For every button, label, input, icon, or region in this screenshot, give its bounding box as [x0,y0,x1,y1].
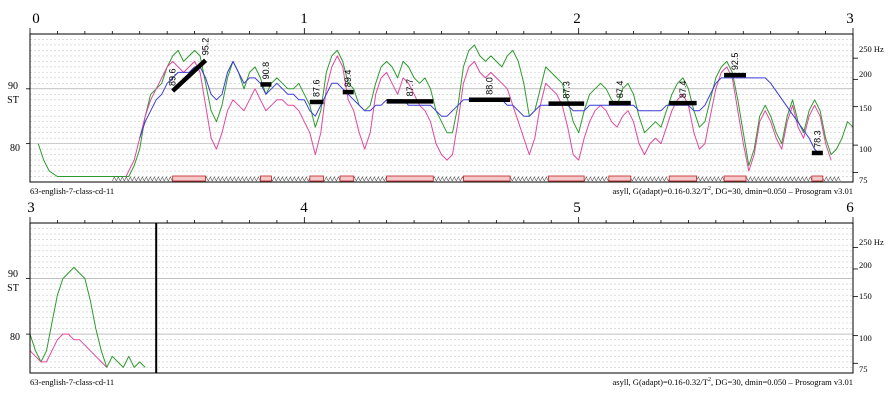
st-tick-label: 80 [10,143,20,154]
grid-lines-2 [26,217,858,374]
tonal-segment [171,58,208,93]
plot-frame-2 [29,222,854,374]
tonal-pitch-label: 87.3 [561,81,571,99]
time-tick-label: 1 [300,11,308,27]
st-unit-label: ST [7,95,19,106]
time-tick-label: 0 [32,11,40,27]
hz-tick-label: 100 [859,144,872,154]
hz-axis-2: 250 Hz 200 150 100 75 [859,237,884,374]
st-tick-label: 80 [10,332,20,343]
tonal-pitch-label: 87.4 [615,81,625,99]
nucleus-interval [548,175,585,182]
footer-settings-label: asyll, G(adapt)=0.16-0.32/T2, DG=30, dmi… [613,377,854,387]
magenta-pitch-curve [29,333,108,368]
nucleus-interval [463,175,511,182]
nucleus-interval [386,175,434,182]
st-tick-label: 90 [8,81,18,92]
st-axis-2: 90 ST 80 [7,269,20,343]
tonal-pitch-label: 95.2 [201,38,211,56]
time-tick-label: 2 [573,11,581,27]
st-axis-1: 90 ST 80 [7,81,20,154]
grid-lines-1 [26,28,858,183]
nucleus-interval [608,175,632,182]
nucleus-interval [668,175,698,182]
footer-file-label: 63-english-7-class-cd-11 [30,186,114,196]
tonal-pitch-label: 78.3 [812,130,822,148]
prosogram-panel-1: 0 1 2 3 89.6 95.2 90.8 87.6 89.4 87.7 88.0 87.3… [7,11,884,196]
nucleus-interval [172,175,206,182]
magenta-pitch-curve [125,55,832,177]
tonal-pitch-label: 87.7 [405,79,415,97]
time-tick-label: 3 [27,200,35,216]
tonal-pitch-label: 89.6 [168,68,178,86]
hz-tick-label: 150 [859,103,872,113]
hz-tick-label: 250 Hz [859,44,884,54]
nucleus-interval [260,175,272,182]
tonal-pitch-label: 88.0 [485,77,495,95]
prosogram-panel-2: 3 4 5 6 90 ST 80 250 Hz 200 150 100 75 6… [7,200,884,387]
hz-tick-label: 250 Hz [859,237,884,247]
nucleus-interval [339,175,355,182]
tonal-pitch-label: 87.4 [678,81,688,99]
green-pitch-curve [37,44,854,177]
time-tick-label: 6 [846,200,854,216]
hz-tick-label: 200 [859,69,872,79]
plot-frame-1 [29,33,854,183]
pitch-curves-2 [29,266,146,368]
hz-tick-label: 75 [859,364,868,374]
footer-file-label: 63-english-7-class-cd-11 [30,377,114,387]
tonal-pitch-label: 90.8 [261,62,271,80]
st-unit-label: ST [7,283,19,294]
tonal-pitch-label: 87.6 [312,79,322,97]
hz-tick-label: 150 [859,291,872,301]
hz-tick-label: 100 [859,333,872,343]
time-tick-label: 5 [573,200,581,216]
green-pitch-curve [29,266,146,368]
nucleus-interval [309,175,324,182]
st-tick-label: 90 [8,269,18,280]
nucleus-interval [723,175,747,182]
footer-settings-label: asyll, G(adapt)=0.16-0.32/T2, DG=30, dmi… [613,186,854,196]
time-ticks-2: 3 4 5 6 [27,200,854,216]
hatch-track-1 [112,175,841,182]
tonal-segments-1: 89.6 95.2 90.8 87.6 89.4 87.7 88.0 87.3 87.4 87.4… [168,38,823,156]
time-ticks-1: 0 1 2 3 [32,11,854,27]
tonal-pitch-label: 89.4 [343,70,353,88]
hz-axis-1: 250 Hz 200 150 100 75 [859,44,884,185]
time-tick-label: 4 [300,200,308,216]
nucleus-interval [811,175,824,182]
time-tick-label: 3 [846,11,854,27]
hz-tick-label: 75 [859,175,868,185]
hz-tick-label: 200 [859,260,872,270]
tonal-pitch-label: 92.5 [730,53,740,71]
